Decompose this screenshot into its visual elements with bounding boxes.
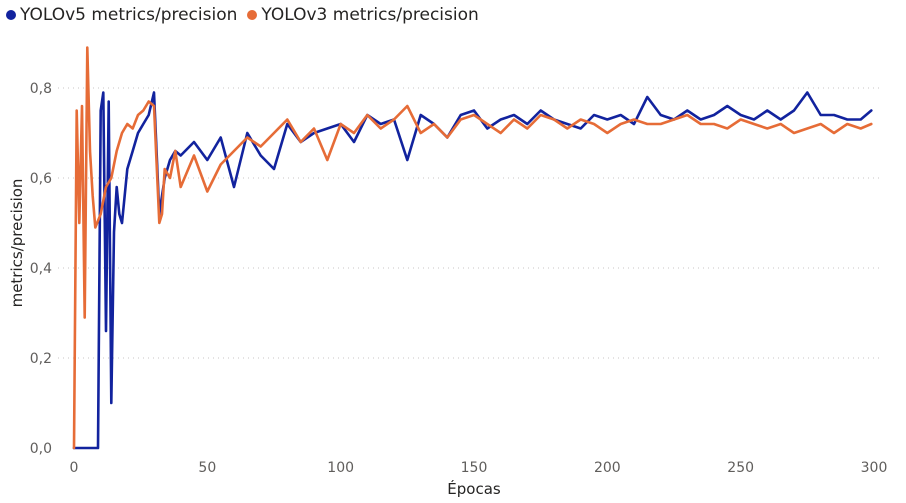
legend-label-yolov3: YOLOv3 metrics/precision [261,5,479,25]
legend-marker-yolov3 [247,10,258,20]
y-tick-label: 0,8 [30,81,52,97]
legend-marker-yolov5 [6,10,16,20]
series-line-yolov3[interactable] [72,46,873,450]
legend-item-yolov3[interactable]: YOLOv3 metrics/precision [247,5,479,25]
series-lines [72,46,873,450]
y-axis-ticks: 0,0 0,2 0,4 0,6 0,8 [30,81,52,457]
y-axis-title: metrics/precision [8,179,26,308]
gridlines [58,87,880,359]
y-tick-label: 0,4 [30,261,52,277]
x-tick-label: 100 [327,460,354,476]
x-tick-label: 150 [461,460,488,476]
x-tick-label: 250 [727,460,754,476]
x-tick-label: 200 [594,460,621,476]
series-line-yolov5[interactable] [72,91,873,450]
y-tick-label: 0,6 [30,171,52,187]
y-tick-label: 0,0 [30,441,52,457]
x-axis-title: Épocas [447,479,501,498]
y-tick-label: 0,2 [30,351,52,367]
x-tick-label: 0 [70,460,79,476]
legend-item-yolov5[interactable]: YOLOv5 metrics/precision [6,5,237,25]
x-tick-label: 50 [198,460,216,476]
x-axis-ticks: 0 50 100 150 200 250 300 [70,460,888,476]
legend: YOLOv5 metrics/precision YOLOv3 metrics/… [6,2,489,28]
legend-label-yolov5: YOLOv5 metrics/precision [20,5,238,25]
x-tick-label: 300 [861,460,888,476]
